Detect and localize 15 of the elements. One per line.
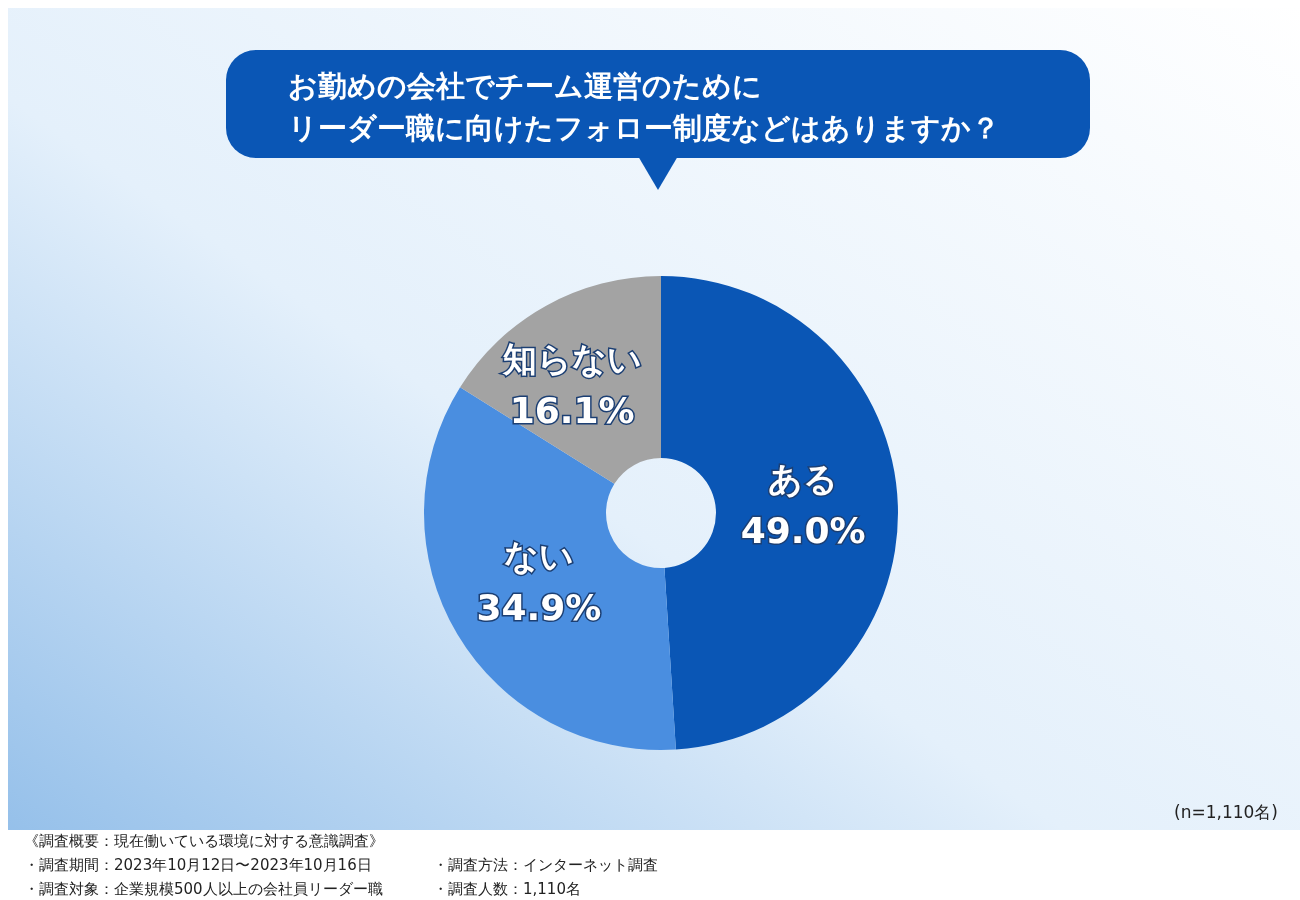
slice-label: ある — [768, 458, 839, 499]
data-label: 34.9% — [476, 586, 602, 628]
donut-slice — [661, 276, 898, 750]
text: ・調査期間：2023年10月12日〜2023年10月16日 — [24, 856, 372, 874]
text: (n=1,110名) — [1174, 802, 1278, 822]
chart-title: お勤めの会社でチーム運営のためにリーダー職に向けたフォロー制度などはありますか？ — [288, 69, 1000, 145]
text: 《調査概要：現在働いている環境に対する意識調査》 — [24, 832, 384, 850]
slice-label: 知らない — [501, 338, 642, 379]
text: ・調査方法：インターネット調査 — [433, 856, 658, 874]
donut-slice — [424, 387, 676, 750]
slice-label: ない — [503, 535, 574, 576]
text: ・調査対象：企業規模500人以上の会社員リーダー職 — [24, 880, 383, 898]
data-label: 49.0% — [740, 509, 866, 551]
text: ・調査人数：1,110名 — [433, 880, 581, 898]
data-label: 16.1% — [509, 389, 635, 431]
